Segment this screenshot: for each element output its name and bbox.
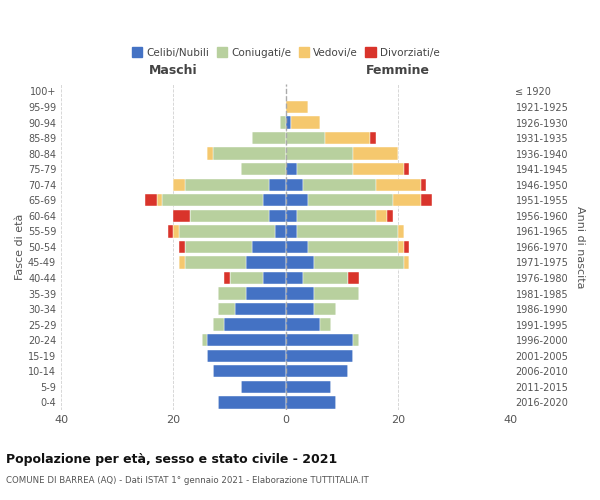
Bar (398, 225, 404, 237)
Bar (314, 256, 404, 268)
Bar (145, 194, 157, 206)
Bar (392, 194, 421, 206)
Bar (173, 225, 179, 237)
Text: COMUNE DI BARREA (AQ) - Dati ISTAT 1° gennaio 2021 - Elaborazione TUTTITALIA.IT: COMUNE DI BARREA (AQ) - Dati ISTAT 1° ge… (6, 476, 369, 485)
Bar (404, 163, 409, 175)
Bar (173, 210, 190, 222)
Y-axis label: Anni di nascita: Anni di nascita (575, 206, 585, 288)
Bar (286, 116, 292, 129)
Bar (286, 163, 297, 175)
Bar (286, 240, 308, 253)
Bar (353, 163, 404, 175)
Bar (185, 178, 269, 191)
Bar (286, 288, 314, 300)
Bar (241, 380, 286, 393)
Bar (353, 334, 359, 346)
Bar (297, 163, 353, 175)
Bar (218, 288, 247, 300)
Bar (224, 318, 286, 331)
Bar (162, 194, 263, 206)
Bar (218, 396, 286, 408)
Bar (286, 350, 353, 362)
Bar (252, 240, 286, 253)
Bar (252, 132, 286, 144)
Bar (308, 194, 392, 206)
Bar (168, 225, 173, 237)
Bar (286, 256, 314, 268)
Bar (179, 240, 185, 253)
Bar (286, 132, 325, 144)
Text: Maschi: Maschi (149, 64, 198, 78)
Bar (179, 256, 185, 268)
Bar (224, 272, 230, 284)
Bar (297, 225, 398, 237)
Bar (173, 178, 185, 191)
Bar (404, 240, 409, 253)
Bar (286, 210, 297, 222)
Bar (286, 396, 337, 408)
Bar (247, 256, 286, 268)
Bar (297, 210, 376, 222)
Bar (286, 148, 353, 160)
Bar (235, 303, 286, 316)
Bar (263, 272, 286, 284)
Bar (286, 380, 331, 393)
Text: Femmine: Femmine (366, 64, 430, 78)
Text: Popolazione per età, sesso e stato civile - 2021: Popolazione per età, sesso e stato civil… (6, 452, 337, 466)
Bar (370, 132, 376, 144)
Bar (185, 240, 252, 253)
Bar (387, 210, 392, 222)
Bar (202, 334, 207, 346)
Bar (302, 178, 376, 191)
Bar (185, 256, 247, 268)
Bar (218, 303, 235, 316)
Bar (421, 178, 427, 191)
Bar (286, 178, 302, 191)
Bar (286, 272, 302, 284)
Bar (263, 194, 286, 206)
Bar (320, 318, 331, 331)
Bar (314, 288, 359, 300)
Bar (286, 101, 308, 113)
Bar (286, 334, 353, 346)
Bar (376, 178, 421, 191)
Bar (347, 272, 359, 284)
Bar (213, 365, 286, 378)
Bar (353, 148, 398, 160)
Bar (286, 365, 347, 378)
Bar (286, 225, 297, 237)
Bar (286, 194, 308, 206)
Bar (179, 225, 275, 237)
Bar (404, 256, 409, 268)
Bar (213, 318, 224, 331)
Bar (207, 148, 213, 160)
Bar (269, 210, 286, 222)
Bar (314, 303, 337, 316)
Bar (398, 240, 404, 253)
Bar (207, 350, 286, 362)
Y-axis label: Fasce di età: Fasce di età (15, 214, 25, 280)
Bar (308, 240, 398, 253)
Bar (275, 225, 286, 237)
Bar (325, 132, 370, 144)
Bar (190, 210, 269, 222)
Bar (247, 288, 286, 300)
Bar (207, 334, 286, 346)
Bar (213, 148, 286, 160)
Bar (302, 272, 347, 284)
Bar (230, 272, 263, 284)
Bar (286, 303, 314, 316)
Bar (157, 194, 162, 206)
Bar (280, 116, 286, 129)
Legend: Celibi/Nubili, Coniugati/e, Vedovi/e, Divorziati/e: Celibi/Nubili, Coniugati/e, Vedovi/e, Di… (128, 43, 444, 62)
Bar (269, 178, 286, 191)
Bar (286, 318, 320, 331)
Bar (376, 210, 387, 222)
Bar (292, 116, 320, 129)
Bar (421, 194, 432, 206)
Bar (241, 163, 286, 175)
